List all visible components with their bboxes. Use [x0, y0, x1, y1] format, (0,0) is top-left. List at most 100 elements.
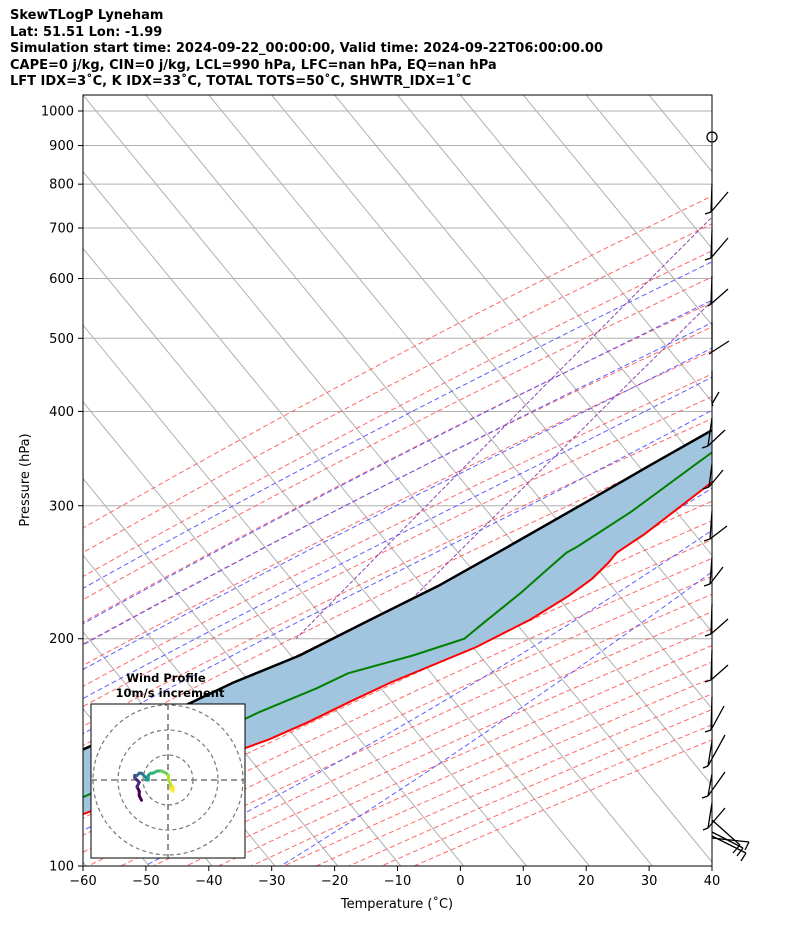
gridlines	[83, 95, 794, 866]
wind-barb-shaft	[711, 837, 750, 843]
wind-barb-flag	[736, 847, 744, 857]
wind-barb-flag	[709, 525, 728, 540]
wind-barb-flag	[708, 469, 724, 488]
hodograph	[90, 703, 246, 859]
isotherm	[83, 861, 87, 866]
wind-barb-shaft	[710, 275, 713, 305]
wind-barb-tick	[703, 583, 711, 587]
index-label: LFT IDX=3˚C, K IDX=33˚C, TOTAL TOTS=50˚C…	[10, 74, 472, 89]
wind-barb-tick	[711, 403, 714, 407]
x-tick-label: 40	[704, 874, 721, 889]
wind-barb-shaft	[711, 819, 741, 846]
y-tick-label: 900	[49, 139, 74, 154]
isotherm	[145, 95, 712, 787]
moist-adiabat	[83, 347, 712, 671]
y-tick-label: 600	[49, 272, 74, 287]
isotherm	[585, 95, 712, 250]
moist-adiabat	[83, 261, 712, 589]
dry-adiabat	[83, 276, 712, 601]
x-tick-label: 0	[456, 874, 464, 889]
mixing-ratio-line	[295, 216, 712, 640]
dry-adiabat	[83, 301, 712, 623]
wind-barb-shaft	[710, 696, 713, 731]
wind-barb-shaft	[710, 183, 713, 213]
x-tick-label: −40	[195, 874, 222, 889]
cape-label: CAPE=0 j/kg, CIN=0 j/kg, LCL=990 hPa, LF…	[10, 57, 497, 73]
x-tick-label: −50	[132, 874, 159, 889]
dry-adiabat	[83, 539, 712, 836]
x-tick-label: −60	[69, 874, 96, 889]
chart-header: SkewTLogP Lyneham Lat: 51.51 Lon: -1.99 …	[10, 8, 603, 91]
y-tick-label: 500	[49, 332, 74, 347]
isotherm	[711, 95, 712, 96]
wind-barbs	[701, 131, 750, 862]
wind-barb-shaft	[710, 603, 713, 635]
wind-barb-flag	[710, 288, 729, 305]
isotherm	[271, 95, 712, 633]
wind-barb-shaft	[708, 463, 713, 488]
hodograph-title: Wind Profile	[126, 671, 206, 685]
dry-adiabat	[83, 418, 712, 727]
time-label: Simulation start time: 2024-09-22_00:00:…	[10, 41, 603, 56]
wind-barb-shaft	[707, 740, 713, 767]
x-tick-label: −20	[321, 874, 348, 889]
wind-barb-flag	[707, 807, 726, 829]
wind-barb-tick	[704, 633, 712, 637]
x-tick-label: 20	[578, 874, 595, 889]
chart-title: SkewTLogP Lyneham	[10, 8, 164, 23]
isotherm	[775, 95, 794, 866]
wind-barb-tick	[704, 211, 712, 215]
calm-wind-marker	[706, 131, 718, 143]
wind-barb-shaft	[709, 556, 713, 585]
isotherm	[83, 95, 712, 863]
y-tick-label: 400	[49, 405, 74, 420]
isotherm	[83, 324, 527, 866]
wind-barb-tick	[708, 351, 713, 355]
wind-barb-flag	[709, 566, 724, 585]
wind-barb-tick	[704, 257, 712, 261]
tick-labels: −60 −50 −40 −30 −20 −10 0 10 20 30 40 100 200 300 400 5…	[41, 104, 720, 889]
wind-barb-flag	[710, 705, 725, 731]
wind-barb-flag	[744, 841, 750, 851]
hodograph-inner	[91, 704, 245, 858]
isotherm	[397, 95, 712, 480]
wind-barb-tick	[702, 765, 709, 769]
wind-barb-flag	[710, 664, 729, 681]
y-axis-label: Pressure (hPa)	[18, 433, 33, 526]
wind-barb-flag	[707, 771, 726, 797]
y-tick-label: 300	[49, 499, 74, 514]
dry-adiabat	[83, 195, 712, 529]
dry-adiabat	[83, 439, 712, 747]
wind-barb-flag	[740, 852, 747, 862]
x-tick-label: 10	[515, 874, 532, 889]
isotherm	[208, 95, 712, 710]
x-tick-label: −10	[384, 874, 411, 889]
y-tick-label: 1000	[41, 104, 74, 119]
wind-barb-shaft	[707, 773, 713, 797]
y-tick-label: 700	[49, 221, 74, 236]
wind-barb-tick	[702, 827, 709, 831]
dry-adiabat	[83, 350, 712, 667]
wind-barb-tick	[707, 303, 712, 307]
moist-adiabat	[83, 299, 712, 625]
isotherm	[83, 247, 590, 866]
isotherm	[83, 401, 465, 866]
x-axis-label: Temperature (˚C)	[340, 896, 453, 912]
wind-barb-tick	[702, 486, 710, 490]
wind-barb-shaft	[707, 802, 713, 829]
isotherm	[83, 477, 402, 866]
wind-barb-tick	[704, 729, 712, 733]
location-label: Lat: 51.51 Lon: -1.99	[10, 24, 163, 40]
y-tick-label: 800	[49, 178, 74, 193]
isotherm	[83, 170, 653, 866]
wind-barb-shaft	[710, 229, 713, 259]
wind-barb-flag	[711, 340, 730, 353]
x-tick-label: −30	[258, 874, 285, 889]
y-tick-label: 200	[49, 632, 74, 647]
wind-barb-flag	[710, 618, 729, 635]
wind-barb-flag	[707, 429, 726, 447]
wind-barb-shaft	[710, 649, 713, 681]
isotherm	[460, 95, 712, 403]
wind-barb-tick	[703, 538, 711, 542]
